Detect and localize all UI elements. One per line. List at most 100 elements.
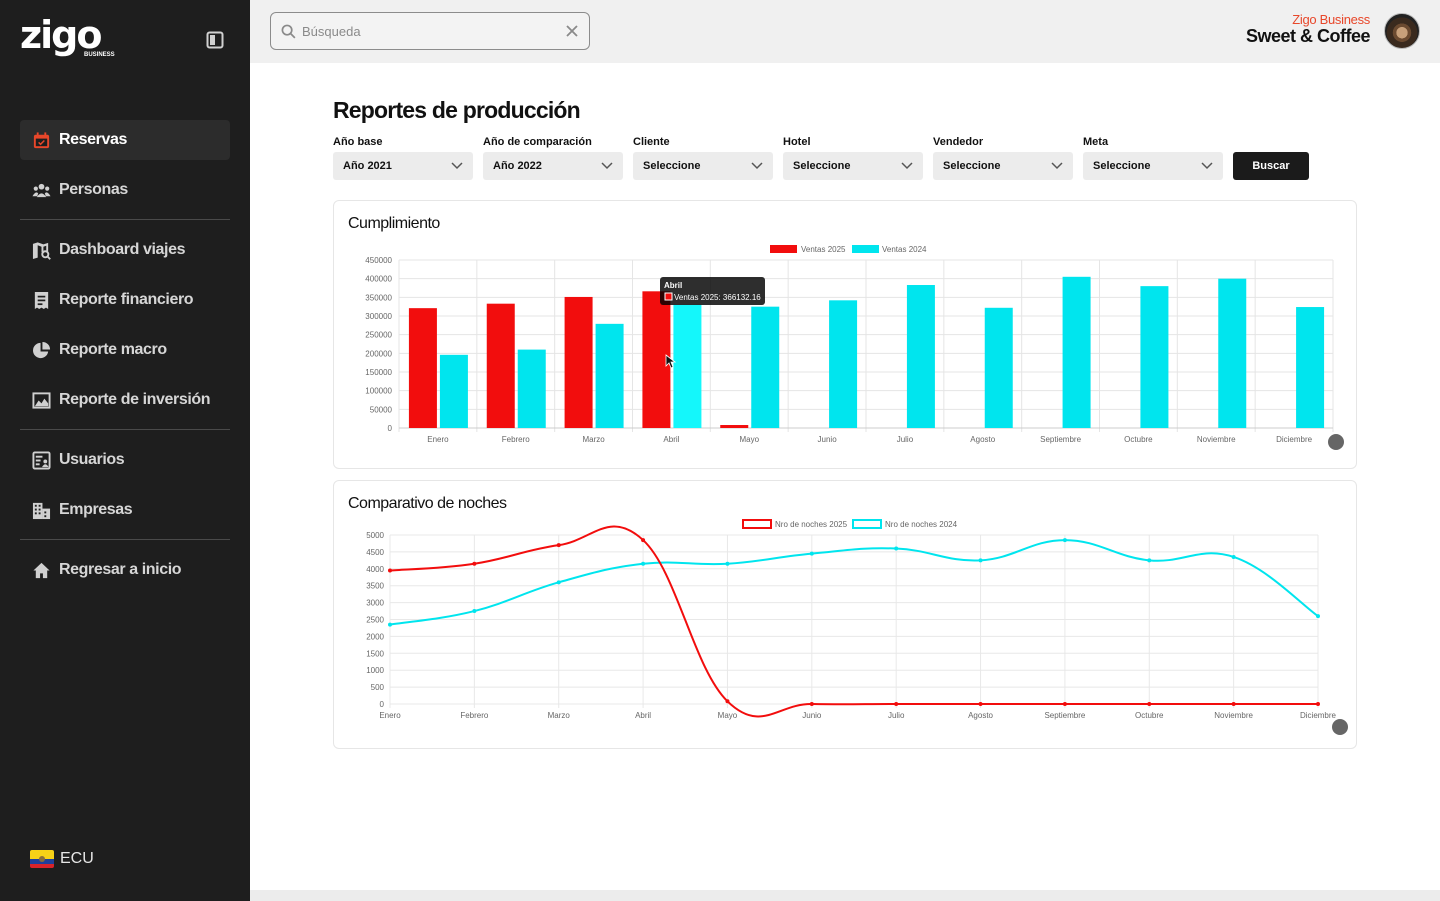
- x-tick-label: Febrero: [460, 711, 489, 720]
- y-tick-label: 0: [388, 424, 393, 433]
- logo-sub: BUSINESS: [84, 52, 115, 58]
- search-placeholder: Búsqueda: [302, 23, 361, 39]
- filter-label: Vendedor: [933, 136, 984, 148]
- y-tick-label: 50000: [370, 405, 393, 414]
- x-tick-label: Abril: [663, 435, 679, 444]
- data-point: [809, 551, 814, 556]
- mouse-cursor-icon: [665, 354, 677, 369]
- filter-meta: Meta Seleccione: [1083, 136, 1223, 180]
- chevron-down-icon: [1201, 162, 1213, 170]
- select-hotel[interactable]: Seleccione: [783, 152, 923, 180]
- legend-swatch: [852, 245, 879, 253]
- sidebar-item-reporte-inversion[interactable]: Reporte de inversión: [20, 380, 230, 420]
- y-tick-label: 300000: [365, 312, 392, 321]
- data-point: [556, 543, 561, 548]
- sidebar-item-reporte-macro[interactable]: Reporte macro: [20, 330, 230, 370]
- sidebar-item-reservas[interactable]: Reservas: [20, 120, 230, 160]
- x-tick-label: Mayo: [718, 711, 738, 720]
- y-tick-label: 450000: [365, 256, 392, 265]
- zigo-logo[interactable]: zigo BUSINESS: [20, 16, 120, 62]
- y-tick-label: 4500: [366, 548, 384, 557]
- sidebar-item-personas[interactable]: Personas: [20, 170, 230, 210]
- data-point: [1316, 702, 1320, 706]
- avatar[interactable]: [1384, 13, 1420, 49]
- y-tick-label: 2000: [366, 632, 384, 641]
- chart-menu-icon[interactable]: [1328, 434, 1344, 450]
- data-point: [641, 561, 646, 566]
- tooltip-swatch: [664, 292, 673, 301]
- bottom-bar: [250, 890, 1440, 901]
- data-point: [1147, 558, 1152, 563]
- select-meta[interactable]: Seleccione: [1083, 152, 1223, 180]
- bar-ventas-2024: [829, 300, 858, 428]
- filter-hotel: Hotel Seleccione: [783, 136, 923, 180]
- y-tick-label: 3000: [366, 599, 384, 608]
- y-tick-label: 350000: [365, 293, 392, 302]
- data-point: [1147, 702, 1152, 706]
- bar-ventas-2025: [408, 308, 437, 428]
- chart-menu-icon[interactable]: [1332, 719, 1348, 735]
- sidebar-item-label: Dashboard viajes: [59, 241, 186, 258]
- x-tick-label: Agosto: [970, 435, 995, 444]
- building-icon: [32, 502, 51, 519]
- sidebar-item-label: Empresas: [59, 501, 133, 518]
- country-selector[interactable]: ECU: [30, 850, 94, 868]
- bar-ventas-2024: [1062, 276, 1091, 428]
- x-tick-label: Marzo: [548, 711, 571, 720]
- select-value: Seleccione: [1093, 160, 1151, 172]
- logo-text: zigo: [20, 13, 102, 57]
- filter-label: Meta: [1083, 136, 1109, 148]
- y-tick-label: 1000: [366, 666, 384, 675]
- company-name: Sweet & Coffee: [1245, 26, 1371, 46]
- bar-ventas-2024: [751, 306, 780, 428]
- select-ano-base[interactable]: Año 2021: [333, 152, 473, 180]
- chart-area-icon: [32, 391, 51, 409]
- select-vendedor[interactable]: Seleccione: [933, 152, 1073, 180]
- select-cliente[interactable]: Seleccione: [633, 152, 773, 180]
- people-icon: [32, 183, 51, 197]
- y-tick-label: 250000: [365, 331, 392, 340]
- y-tick-label: 1500: [366, 649, 384, 658]
- data-point: [1231, 554, 1236, 559]
- x-tick-label: Julio: [897, 435, 914, 444]
- chevron-down-icon: [1051, 162, 1063, 170]
- x-tick-label: Noviembre: [1197, 435, 1236, 444]
- bar-ventas-2025: [486, 303, 515, 428]
- data-point: [725, 699, 730, 704]
- pie-chart-icon: [33, 341, 51, 358]
- buscar-button[interactable]: Buscar: [1233, 152, 1309, 180]
- x-tick-label: Junio: [818, 435, 838, 444]
- y-tick-label: 3500: [366, 582, 384, 591]
- legend-label: Nro de noches 2025: [775, 520, 848, 529]
- chevron-down-icon: [751, 162, 763, 170]
- filter-label: Cliente: [633, 136, 670, 148]
- sidebar-item-label: Reporte financiero: [59, 291, 194, 308]
- sidebar-item-reporte-financiero[interactable]: Reporte financiero: [20, 280, 230, 320]
- x-tick-label: Abril: [635, 711, 651, 720]
- data-point: [978, 558, 983, 563]
- sidebar-item-usuarios[interactable]: Usuarios: [20, 440, 230, 480]
- chart-title: Cumplimiento: [348, 215, 440, 232]
- filter-vendedor: Vendedor Seleccione: [933, 136, 1073, 180]
- bar-ventas-2024: [1296, 307, 1325, 428]
- sidebar-item-regresar-inicio[interactable]: Regresar a inicio: [20, 550, 230, 590]
- brand-subtitle: Zigo Business: [1292, 12, 1370, 27]
- search-input[interactable]: Búsqueda: [270, 12, 590, 50]
- sidebar-item-dashboard-viajes[interactable]: Dashboard viajes: [20, 230, 230, 270]
- y-tick-label: 4000: [366, 565, 384, 574]
- data-point: [725, 561, 730, 566]
- clear-search-icon[interactable]: [565, 24, 579, 38]
- chart-title: Comparativo de noches: [348, 495, 507, 512]
- data-point: [472, 561, 477, 566]
- x-tick-label: Febrero: [502, 435, 531, 444]
- collapse-sidebar-icon[interactable]: [206, 31, 224, 49]
- map-search-icon: [32, 241, 51, 260]
- select-ano-comparacion[interactable]: Año 2022: [483, 152, 623, 180]
- sidebar-divider: [20, 539, 230, 540]
- x-tick-label: Enero: [379, 711, 401, 720]
- legend-label: Ventas 2024: [882, 245, 927, 254]
- x-tick-label: Junio: [802, 711, 822, 720]
- legend-label: Ventas 2025: [801, 245, 846, 254]
- legend-swatch: [742, 519, 772, 529]
- sidebar-item-empresas[interactable]: Empresas: [20, 490, 230, 530]
